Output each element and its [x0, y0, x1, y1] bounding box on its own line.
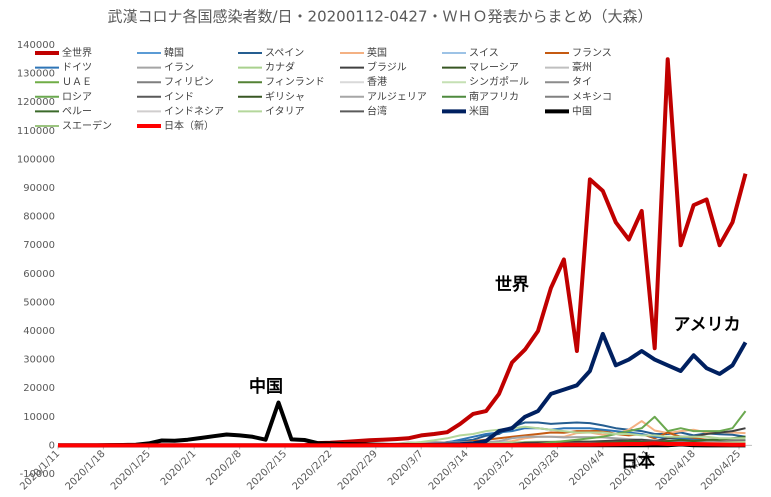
- x-tick-label: 2020/1/18: [64, 448, 108, 492]
- y-tick-label: 110000: [17, 126, 55, 137]
- legend-label: フランス: [572, 47, 612, 59]
- series-line: [58, 441, 746, 448]
- x-tick-label: 2020/2/8: [204, 448, 244, 488]
- y-tick-label: 50000: [23, 297, 55, 308]
- legend-label: ロシア: [62, 92, 92, 103]
- legend-label: インド: [164, 92, 194, 103]
- legend-label: 豪州: [572, 61, 592, 74]
- y-tick-label: 30000: [23, 355, 55, 366]
- y-tick-label: 80000: [23, 212, 55, 223]
- y-tick-label: 40000: [23, 326, 55, 337]
- x-tick-label: 2020/4/25: [699, 448, 743, 492]
- legend-label: カナダ: [265, 61, 295, 74]
- y-tick-label: 130000: [17, 69, 55, 80]
- x-tick-label: 2020/4/4: [568, 448, 608, 488]
- x-tick-label: 2020/3/7: [386, 448, 426, 488]
- y-tick-label: 20000: [23, 383, 55, 394]
- legend-label: フィンランド: [265, 76, 325, 88]
- legend-label: ドイツ: [62, 63, 92, 74]
- legend-label: 全世界: [62, 46, 92, 59]
- legend-label: アルジェリア: [367, 92, 427, 103]
- annotation: 世界: [495, 275, 529, 295]
- legend-label: ペルー: [62, 106, 92, 117]
- legend-label: 台湾: [367, 104, 387, 117]
- y-tick-label: 60000: [23, 269, 55, 280]
- legend-label: 南アフリカ: [469, 90, 519, 103]
- legend-label: マレーシア: [469, 63, 519, 74]
- legend-label: インドネシア: [164, 105, 224, 117]
- x-tick-label: 2020/4/18: [654, 448, 698, 492]
- legend-label: メキシコ: [572, 92, 612, 103]
- annotation: アメリカ: [673, 315, 740, 335]
- chart-title: 武漢コロナ各国感染者数/日・20200112-0427・ＷＨＯ発表からまとめ（大…: [108, 8, 653, 26]
- legend-label: ブラジル: [367, 61, 407, 74]
- legend-label: シンガポール: [469, 76, 529, 88]
- y-tick-label: 120000: [17, 97, 55, 108]
- legend-label: イラン: [164, 62, 194, 74]
- x-tick-label: 2020/1/25: [109, 448, 153, 492]
- y-tick-label: 140000: [17, 40, 55, 51]
- y-tick-label: -10000: [20, 469, 55, 480]
- legend-label: 日本（新）: [164, 119, 214, 132]
- legend-label: スイス: [469, 48, 499, 59]
- legend-label: フィリピン: [164, 76, 214, 88]
- legend-label: 米国: [469, 104, 489, 117]
- series-line: [58, 57, 748, 448]
- x-tick-label: 2020/3/14: [427, 448, 471, 492]
- legend-label: ＵＡＥ: [62, 77, 92, 88]
- y-tick-label: 70000: [23, 240, 55, 251]
- x-tick-label: 2020/3/21: [472, 448, 516, 492]
- legend-label: イタリア: [265, 105, 305, 117]
- x-tick-label: 2020/2/15: [245, 448, 289, 492]
- y-tick-label: 0: [49, 440, 55, 451]
- x-tick-label: 2020/2/22: [291, 448, 335, 492]
- legend-label: スエーデン: [62, 119, 112, 132]
- x-tick-label: 2020/3/28: [518, 448, 562, 492]
- x-tick-label: 2020/2/1: [159, 448, 199, 488]
- y-tick-label: 10000: [23, 412, 55, 423]
- legend-label: ギリシャ: [265, 91, 305, 103]
- legend-label: 香港: [367, 76, 387, 88]
- legend-label: タイ: [572, 76, 592, 88]
- annotation: 中国: [249, 376, 283, 397]
- legend-label: 韓国: [164, 47, 184, 59]
- legend-label: 英国: [367, 46, 387, 59]
- y-tick-label: 100000: [17, 154, 55, 165]
- legend-label: 中国: [572, 104, 592, 117]
- annotation: 日本: [621, 451, 655, 472]
- legend-label: スペイン: [265, 48, 304, 59]
- y-tick-label: 90000: [23, 183, 55, 194]
- x-tick-label: 2020/2/29: [336, 448, 380, 492]
